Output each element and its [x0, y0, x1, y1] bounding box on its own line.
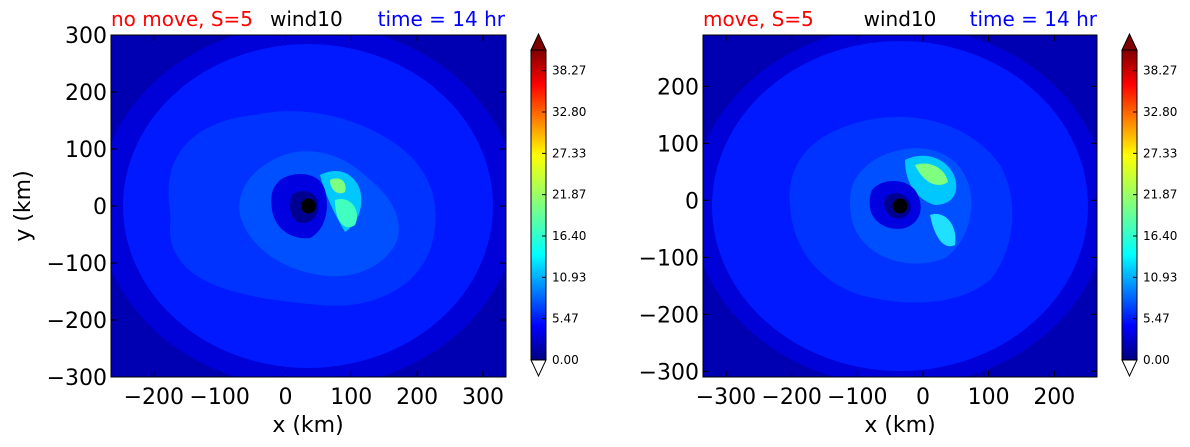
x-tick-label: 0 — [916, 385, 930, 410]
x-tick-label: −300 — [696, 385, 756, 410]
colorbar-ticks: 0.00 5.47 10.93 16.40 21.87 27.33 32.80 38.27 — [542, 64, 586, 367]
x-ticks: −200 −100 0 100 200 300 — [124, 35, 504, 410]
y-tick-label: −200 — [47, 309, 107, 334]
y-axis-label: y (km) — [11, 170, 36, 241]
storm-center-marker — [301, 198, 316, 214]
colorbar-tick-label: 32.80 — [552, 105, 586, 119]
colorbar-gradient — [1122, 50, 1137, 360]
y-ticks: −300 −200 −100 0 100 200 — [639, 75, 1097, 385]
x-axis-label: x (km) — [864, 413, 935, 438]
colorbar-tick-label: 21.87 — [552, 188, 586, 202]
colorbar-extend-max — [530, 32, 547, 51]
y-tick-label: −300 — [639, 360, 699, 385]
x-tick-label: −200 — [761, 385, 821, 410]
y-tick-label: 100 — [65, 138, 107, 163]
y-tick-label: 200 — [657, 75, 699, 100]
x-ticks: −300 −200 −100 0 100 200 — [696, 35, 1075, 410]
colorbar-extend-min — [530, 359, 547, 378]
colorbar-tick-label: 16.40 — [552, 229, 586, 243]
field-jet-2 — [915, 163, 948, 185]
y-tick-label: −100 — [639, 246, 699, 271]
panel-move: −300 −200 −100 0 100 200 −300−200−1000100200 … — [639, 7, 1178, 438]
x-tick-label: 200 — [396, 385, 438, 410]
panel-no-move: −200 −100 0 100 200 300 −300−200−100010020030… — [11, 7, 586, 438]
y-tick-label: −100 — [47, 252, 107, 277]
y-tick-label: 0 — [685, 189, 699, 214]
field-jet-3 — [330, 178, 346, 194]
colorbar-tick-label: 0.00 — [1143, 353, 1170, 367]
y-ticks: −300 −200 −100 0 100 200 300 — [47, 24, 506, 391]
colorbar: 0.00 5.47 10.93 16.40 21.87 27.33 32.80 38.27 — [1121, 32, 1177, 378]
y-tick-label: −300 — [47, 366, 107, 391]
field-jet-3 — [930, 214, 956, 247]
x-axis-label: x (km) — [272, 413, 343, 438]
x-tick-label: 100 — [968, 385, 1010, 410]
y-tick-label: 0 — [93, 195, 107, 220]
title-right: time = 14 hr — [378, 7, 506, 31]
title-center: wind10 — [270, 7, 343, 31]
colorbar: 0.00 5.47 10.93 16.40 21.87 27.33 32.80 38.27 — [530, 32, 586, 378]
y-tick-label: 300 — [65, 24, 107, 49]
title-right: time = 14 hr — [970, 7, 1098, 31]
colorbar-tick-label: 32.80 — [1143, 105, 1177, 119]
colorbar-tick-label: 27.33 — [1143, 146, 1177, 160]
colorbar-frame — [530, 49, 547, 361]
title-center: wind10 — [864, 7, 937, 31]
y-tick-label: −200 — [639, 303, 699, 328]
x-tick-label: 300 — [462, 385, 504, 410]
title-left: move, S=5 — [703, 7, 814, 31]
colorbar-tick-label: 5.47 — [1143, 312, 1170, 326]
colorbar-tick-label: 38.27 — [552, 64, 586, 78]
colorbar-tick-label: 0.00 — [552, 353, 579, 367]
colorbar-tick-label: 38.27 — [1143, 64, 1177, 78]
y-tick-label: 100 — [657, 132, 699, 157]
colorbar-tick-label: 10.93 — [1143, 270, 1177, 284]
colorbar-frame — [1121, 49, 1138, 361]
title-left: no move, S=5 — [111, 7, 253, 31]
colorbar-extend-min — [1121, 359, 1138, 378]
y-tick-label: 200 — [65, 81, 107, 106]
colorbar-gradient — [531, 50, 546, 360]
colorbar-tick-label: 16.40 — [1143, 229, 1177, 243]
colorbar-tick-label: 27.33 — [552, 146, 586, 160]
x-tick-label: −100 — [827, 385, 887, 410]
colorbar-tick-label: 21.87 — [1143, 188, 1177, 202]
colorbar-extend-max — [1121, 32, 1138, 51]
x-tick-label: 100 — [330, 385, 372, 410]
field-jet-2 — [335, 199, 358, 228]
x-tick-label: 0 — [278, 385, 292, 410]
x-tick-label: 200 — [1033, 385, 1075, 410]
colorbar-ticks: 0.00 5.47 10.93 16.40 21.87 27.33 32.80 38.27 — [1133, 64, 1177, 367]
x-tick-label: −100 — [189, 385, 249, 410]
colorbar-tick-label: 5.47 — [552, 312, 579, 326]
colorbar-tick-label: 10.93 — [552, 270, 586, 284]
plot-frame — [702, 34, 1098, 378]
x-tick-label: −200 — [124, 385, 184, 410]
storm-center-marker — [892, 198, 908, 214]
